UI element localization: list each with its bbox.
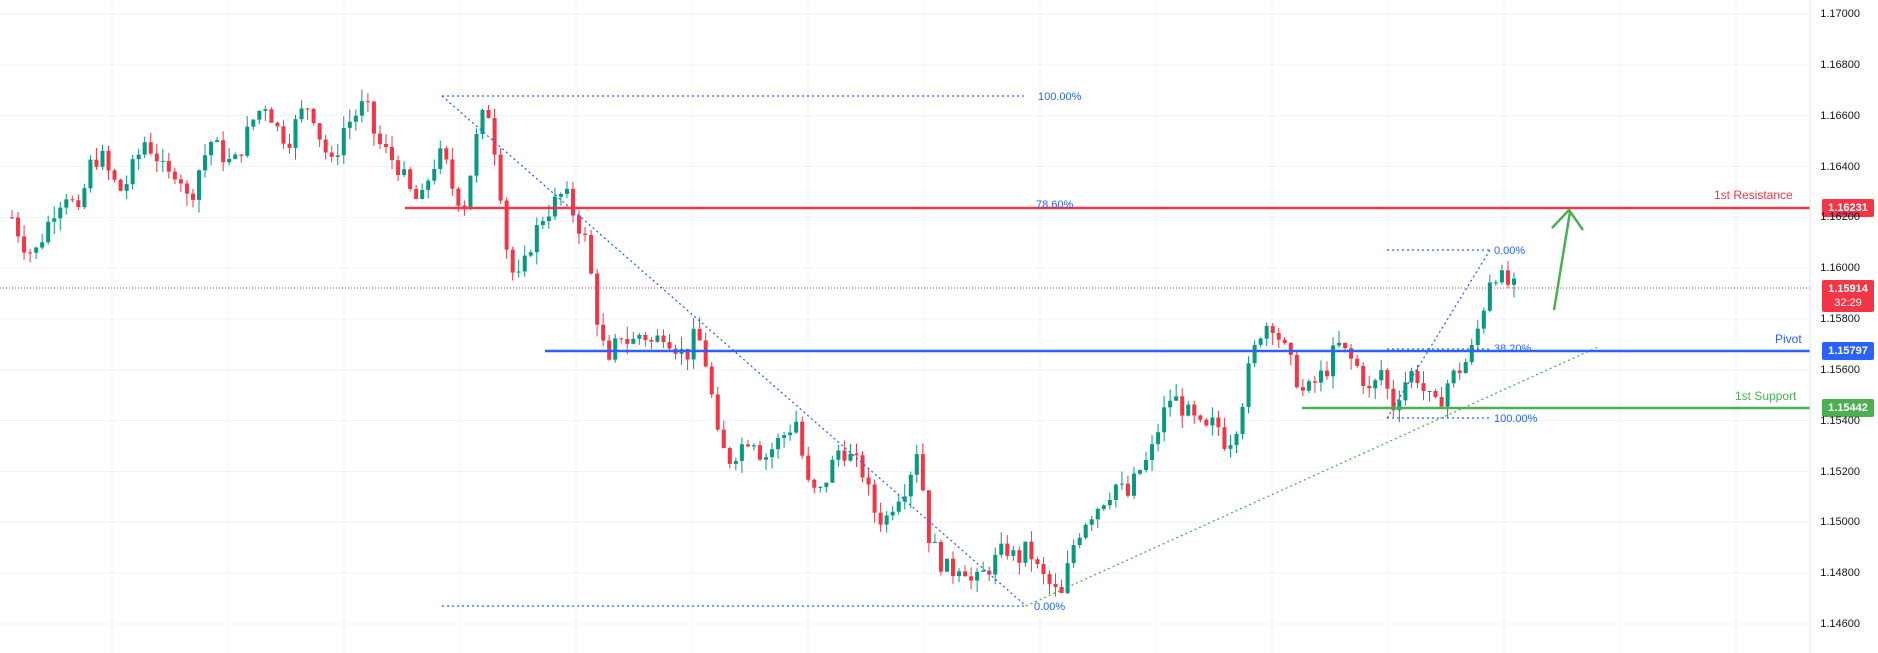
- grid-lines: [0, 0, 1810, 653]
- resistance-price-tag: 1.16231: [1822, 199, 1874, 217]
- support-trendline: [1025, 346, 1599, 607]
- y-tick-label: 1.17000: [1820, 8, 1860, 20]
- support-label: 1st Support: [1735, 389, 1797, 403]
- support-price-tag: 1.15442: [1822, 399, 1874, 417]
- y-tick-label: 1.16400: [1820, 160, 1860, 173]
- drawings: 100.00% 78.60% 0.00% 0.00% 38.20% 100.00…: [0, 91, 1810, 613]
- y-tick-label: 1.15400: [1820, 414, 1860, 427]
- y-tick-label: 1.15200: [1820, 465, 1860, 478]
- y-tick-label: 1.15600: [1820, 363, 1860, 376]
- y-tick-label: 1.15000: [1820, 516, 1860, 529]
- arrow-head-icon: [1551, 208, 1585, 231]
- y-tick-label: 1.16200: [1820, 211, 1860, 224]
- fib2-label-0: 0.00%: [1494, 245, 1525, 257]
- fib2-diagonal: [1386, 249, 1491, 419]
- fib1-label-786: 78.60%: [1036, 199, 1074, 211]
- bar-countdown: 32:29: [1834, 297, 1862, 309]
- pivot-label: Pivot: [1775, 332, 1802, 346]
- fib1-label-100: 100.00%: [1038, 91, 1082, 103]
- fib1-diagonal: [441, 95, 1027, 607]
- fib1-label-0: 0.00%: [1034, 601, 1065, 613]
- current-price-value: 1.15914: [1828, 283, 1868, 295]
- resistance-label: 1st Resistance: [1714, 188, 1793, 202]
- y-tick-label: 1.16800: [1820, 58, 1860, 71]
- y-tick-label: 1.15800: [1820, 313, 1860, 325]
- current-price-tag: 1.15914 32:29: [1822, 280, 1874, 312]
- y-tick-label: 1.14800: [1820, 567, 1860, 580]
- pivot-price-tag: 1.15797: [1822, 342, 1874, 360]
- candlesticks: [10, 89, 1516, 597]
- y-tick-label: 1.16000: [1820, 262, 1860, 275]
- y-tick-label: 1.16600: [1820, 109, 1860, 122]
- fib2-label-382: 38.20%: [1494, 343, 1532, 355]
- fib2-label-100: 100.00%: [1494, 413, 1538, 425]
- projection-arrow: [1552, 211, 1572, 311]
- y-tick-label: 1.14600: [1820, 618, 1860, 630]
